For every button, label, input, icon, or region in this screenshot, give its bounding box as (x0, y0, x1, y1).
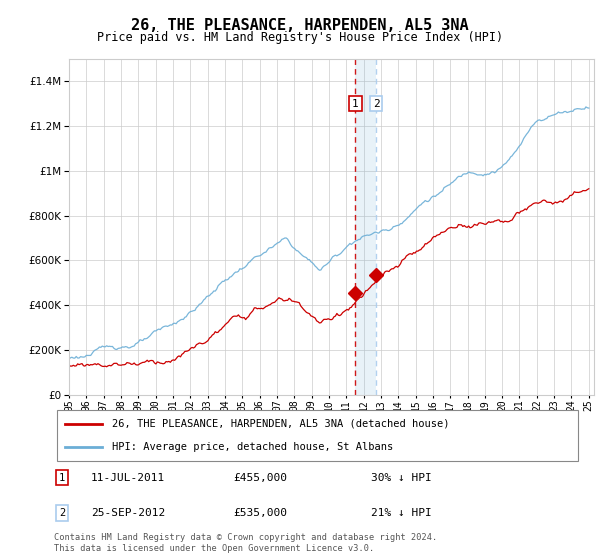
Text: 1: 1 (352, 99, 359, 109)
Text: 30% ↓ HPI: 30% ↓ HPI (371, 473, 431, 483)
Bar (355, 59, 376, 395)
FancyBboxPatch shape (56, 410, 578, 461)
Text: Contains HM Land Registry data © Crown copyright and database right 2024.
This d: Contains HM Land Registry data © Crown c… (54, 533, 437, 553)
Text: Price paid vs. HM Land Registry's House Price Index (HPI): Price paid vs. HM Land Registry's House … (97, 31, 503, 44)
Text: 2: 2 (59, 508, 65, 518)
Text: 26, THE PLEASANCE, HARPENDEN, AL5 3NA: 26, THE PLEASANCE, HARPENDEN, AL5 3NA (131, 18, 469, 33)
Text: 2: 2 (373, 99, 380, 109)
Text: 26, THE PLEASANCE, HARPENDEN, AL5 3NA (detached house): 26, THE PLEASANCE, HARPENDEN, AL5 3NA (d… (112, 419, 449, 429)
Text: 11-JUL-2011: 11-JUL-2011 (91, 473, 165, 483)
Text: 1: 1 (59, 473, 65, 483)
Text: £455,000: £455,000 (233, 473, 287, 483)
Text: 21% ↓ HPI: 21% ↓ HPI (371, 508, 431, 518)
Text: HPI: Average price, detached house, St Albans: HPI: Average price, detached house, St A… (112, 442, 394, 452)
Text: £535,000: £535,000 (233, 508, 287, 518)
Text: 25-SEP-2012: 25-SEP-2012 (91, 508, 165, 518)
